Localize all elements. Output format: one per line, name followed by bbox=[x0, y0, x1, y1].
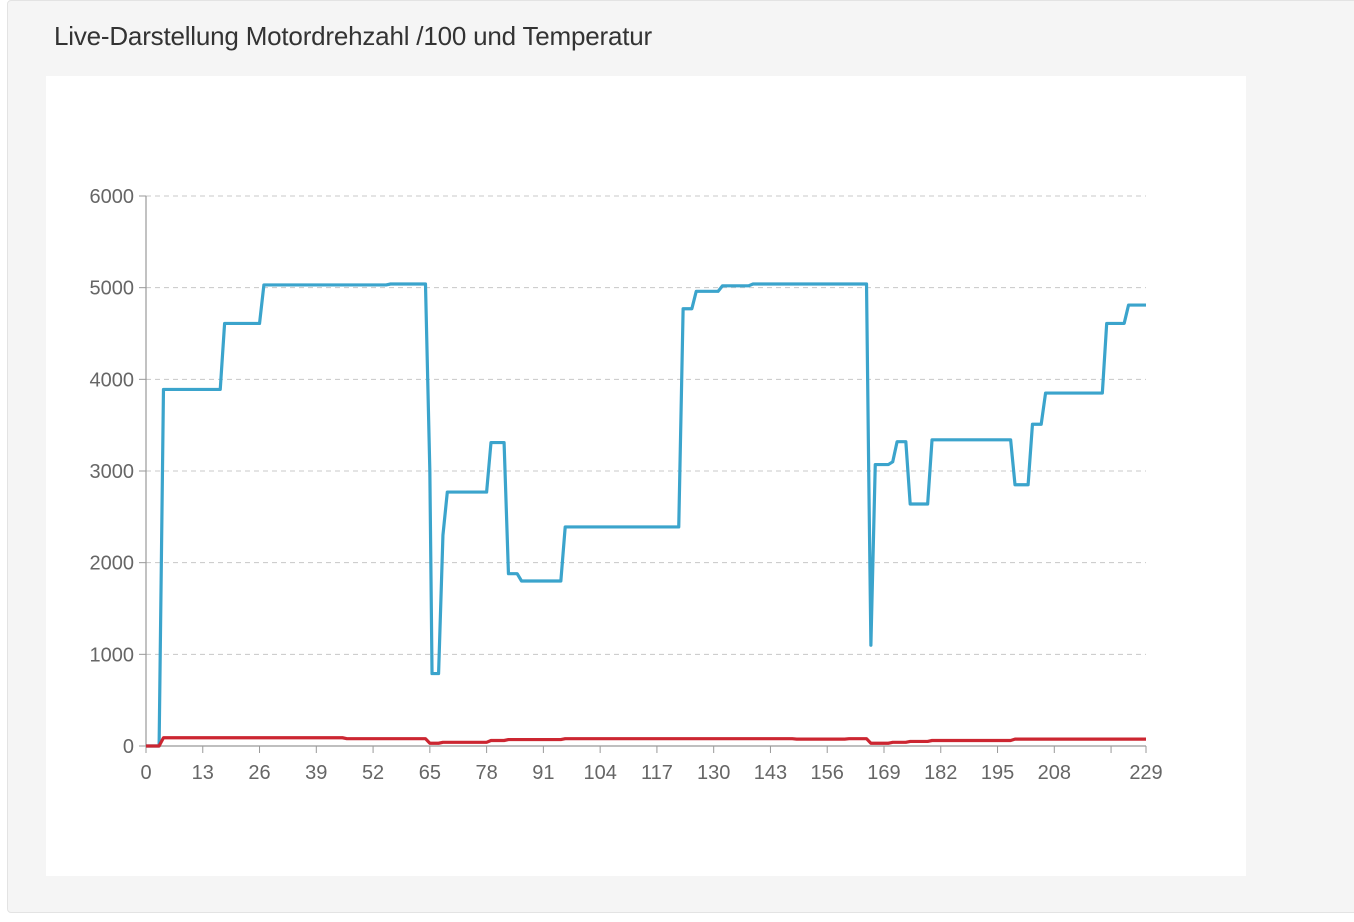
y-tick-label: 2000 bbox=[90, 553, 135, 575]
y-tick-label: 1000 bbox=[90, 644, 135, 666]
line-chart: 0 1000 2000 3000 4000 5000 6000 0 13 26 39 52 65 78 91… bbox=[90, 186, 1163, 784]
x-tick-label: 65 bbox=[419, 762, 441, 784]
x-tick-label: 117 bbox=[641, 762, 673, 784]
series-line-2 bbox=[146, 736, 1146, 748]
y-tick-label: 3000 bbox=[90, 461, 135, 483]
x-tick-label: 169 bbox=[867, 762, 900, 784]
x-tick-label: 39 bbox=[305, 762, 327, 784]
y-tick-label: 5000 bbox=[90, 278, 135, 300]
y-tick-label: 4000 bbox=[90, 369, 135, 391]
x-tick-label: 104 bbox=[583, 762, 616, 784]
x-tick-label: 130 bbox=[697, 762, 730, 784]
x-tick-label: 0 bbox=[140, 762, 151, 784]
y-tick-label: 0 bbox=[123, 736, 134, 758]
x-tick-label: 91 bbox=[532, 762, 554, 784]
x-tick-label: 208 bbox=[1038, 762, 1071, 784]
x-tick-label: 195 bbox=[981, 762, 1014, 784]
x-tick-label: 26 bbox=[248, 762, 270, 784]
x-tick-label: 52 bbox=[362, 762, 384, 784]
x-tick-label: 78 bbox=[475, 762, 497, 784]
x-tick-label: 13 bbox=[192, 762, 214, 784]
x-tick-label: 229 bbox=[1129, 762, 1162, 784]
series-line-1 bbox=[146, 282, 1146, 748]
y-tick-label: 6000 bbox=[90, 186, 135, 208]
panel-title: Live-Darstellung Motordrehzahl /100 und … bbox=[54, 21, 652, 51]
chart-card: 0 1000 2000 3000 4000 5000 6000 0 13 26 39 52 65 78 91… bbox=[46, 76, 1246, 876]
x-tick-label: 182 bbox=[924, 762, 957, 784]
x-tick-label: 143 bbox=[754, 762, 787, 784]
x-tick-label: 156 bbox=[811, 762, 844, 784]
